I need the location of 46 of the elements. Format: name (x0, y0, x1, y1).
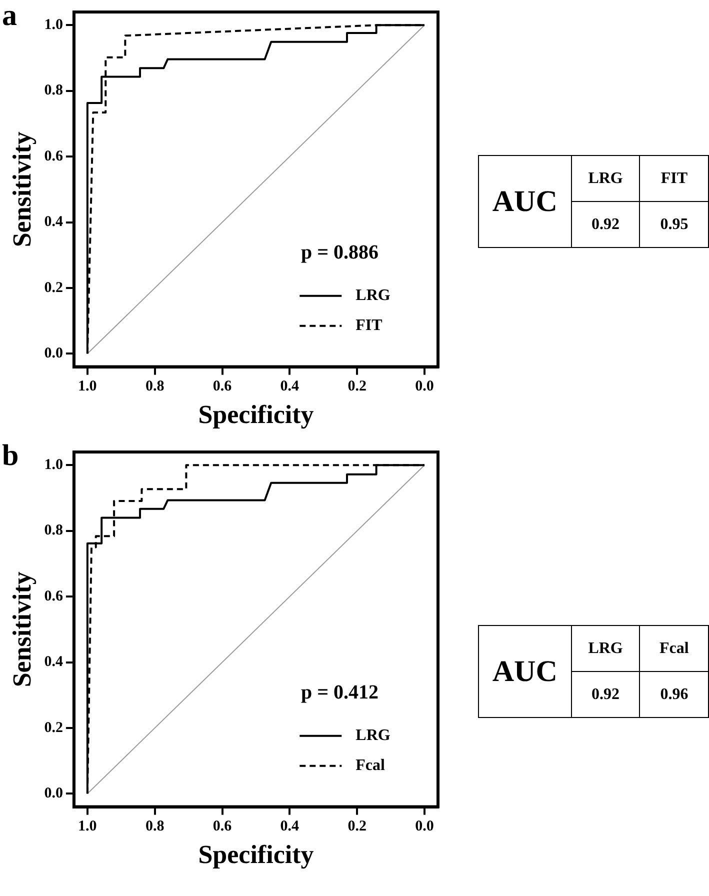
y-tick-label: 0.4 (44, 214, 64, 230)
annotation: p = 0.886 (300, 241, 378, 264)
x-tick-label: 1.0 (78, 378, 97, 395)
legend-label: FIT (356, 316, 383, 334)
y-tick-label: 0.6 (44, 588, 64, 604)
y-axis-title: Sensitivity (7, 132, 36, 248)
text: AUC (478, 156, 572, 248)
data-label: 0.92 (571, 202, 640, 248)
x-axis-title: Specificity (198, 400, 314, 430)
data-label: 0.96 (640, 672, 708, 718)
x-tick-label: 1.0 (78, 818, 97, 835)
legend-label: LRG (356, 726, 391, 744)
y-tick-label: 0.2 (44, 280, 63, 296)
y-tick-label: 0.4 (44, 654, 64, 670)
y-tick-label: 1.0 (44, 17, 63, 34)
legend-label: Fcal (356, 756, 386, 774)
y-tick-label: 0.8 (44, 82, 63, 99)
x-tick-label: 0.2 (348, 818, 366, 835)
x-tick-label: 0.2 (348, 378, 366, 395)
y-tick-label: 0.0 (44, 786, 63, 802)
y-tick-label: 1.0 (44, 457, 63, 474)
data-label: 0.92 (571, 672, 640, 718)
text: AUC (478, 626, 572, 718)
annotation: p = 0.412 (300, 681, 378, 704)
y-axis-title: Sensitivity (7, 572, 36, 688)
x-tick-label: 0.8 (145, 818, 164, 835)
data-label: 0.95 (640, 202, 708, 248)
x-axis-title: Specificity (198, 840, 314, 870)
x-tick-label: 0.8 (145, 378, 164, 395)
y-tick-label: 0.2 (44, 720, 63, 736)
x-tick-label: 0.0 (415, 818, 434, 835)
category-label: LRG (571, 626, 640, 672)
category-label: Fcal (640, 626, 708, 672)
chart-title: b (2, 438, 19, 472)
y-tick-label: 0.8 (44, 522, 63, 539)
legend-label: LRG (356, 286, 391, 304)
x-tick-label: 0.6 (212, 378, 232, 395)
x-tick-label: 0.0 (415, 378, 434, 395)
x-tick-label: 0.6 (212, 818, 232, 835)
category-label: FIT (640, 156, 708, 202)
y-tick-label: 0.6 (44, 148, 64, 164)
x-tick-label: 0.4 (280, 818, 300, 835)
x-tick-label: 0.4 (280, 378, 300, 395)
category-label: LRG (571, 156, 640, 202)
chart-title: a (2, 0, 17, 32)
y-tick-label: 0.0 (44, 346, 63, 362)
